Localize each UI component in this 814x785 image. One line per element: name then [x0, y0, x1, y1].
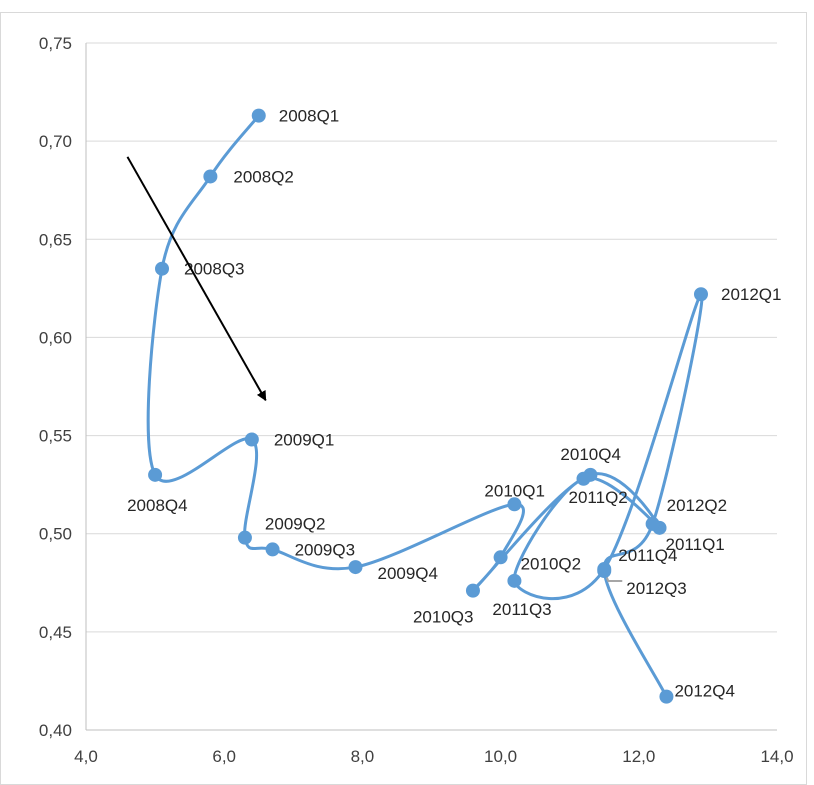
data-label-2008q4: 2008Q4: [127, 496, 188, 515]
data-label-2011q1: 2011Q1: [666, 535, 725, 554]
data-point-2008q1: [251, 108, 266, 123]
data-label-2009q1: 2009Q1: [274, 430, 335, 449]
data-point-2009q2: [237, 530, 252, 545]
trend-arrow: [126, 156, 267, 402]
gridlines: [86, 42, 777, 633]
data-labels: 2008Q1 2008Q2 2008Q3 2008Q4 2009Q1 2009Q2 2009…: [127, 107, 781, 701]
data-point-2012q3: [597, 564, 612, 579]
data-label-2009q3: 2009Q3: [295, 540, 356, 559]
data-point-2009q1: [244, 432, 259, 447]
y-tick-label: 0,40: [39, 721, 72, 740]
y-tick-label: 0,70: [39, 132, 72, 151]
data-point-2012q4: [659, 689, 674, 704]
data-label-2010q1: 2010Q1: [484, 481, 545, 500]
data-label-2012q1: 2012Q1: [721, 285, 782, 304]
y-tick-label: 0,75: [39, 34, 72, 53]
y-tick-label: 0,50: [39, 525, 72, 544]
x-tick-label: 10,0: [484, 747, 517, 766]
data-point-2012q2: [645, 516, 660, 531]
data-label-2008q2: 2008Q2: [233, 167, 294, 186]
chart-border: [0, 12, 807, 785]
data-label-2008q1: 2008Q1: [279, 107, 340, 126]
data-label-2011q3: 2011Q3: [492, 600, 551, 619]
data-point-2011q3: [507, 573, 522, 588]
data-point-2009q4: [348, 560, 363, 575]
x-tick-label: 4,0: [74, 747, 98, 766]
y-tick-label: 0,65: [39, 230, 72, 249]
data-point-2009q3: [265, 542, 280, 557]
data-point-2008q3: [155, 261, 170, 276]
data-label-2009q2: 2009Q2: [265, 515, 326, 534]
x-tick-label: 6,0: [212, 747, 236, 766]
data-label-2011q4: 2011Q4: [618, 546, 677, 565]
x-tick-label: 14,0: [760, 747, 793, 766]
data-point-2010q2: [493, 550, 508, 565]
y-tick-label: 0,45: [39, 623, 72, 642]
data-point-2008q2: [203, 169, 218, 184]
data-label-2012q3: 2012Q3: [626, 579, 687, 598]
data-label-2009q4: 2009Q4: [377, 564, 438, 583]
x-tick-label: 12,0: [622, 747, 655, 766]
axes: [85, 43, 777, 731]
data-point-2010q1: [507, 497, 522, 512]
data-label-2012q2: 2012Q2: [667, 496, 728, 515]
data-label-2011q2: 2011Q2: [569, 488, 628, 507]
data-label-2010q4: 2010Q4: [560, 445, 621, 464]
data-label-2010q3: 2010Q3: [413, 608, 474, 627]
data-label-2008q3: 2008Q3: [184, 260, 245, 279]
data-label-2010q2: 2010Q2: [521, 554, 582, 573]
data-label-2012q4: 2012Q4: [674, 682, 735, 701]
annotations: [126, 156, 267, 402]
tick-labels: 0,40 0,45 0,50 0,55 0,60 0,65 0,70 0,75 4,0 6,0 8,…: [39, 34, 794, 766]
x-tick-label: 8,0: [351, 747, 375, 766]
data-point-2010q3: [465, 583, 480, 598]
data-point-2012q1: [693, 287, 708, 302]
y-tick-label: 0,55: [39, 427, 72, 446]
data-points: [148, 108, 708, 704]
data-point-2011q2: [576, 471, 591, 486]
y-tick-label: 0,60: [39, 328, 72, 347]
data-point-2008q4: [148, 467, 163, 482]
